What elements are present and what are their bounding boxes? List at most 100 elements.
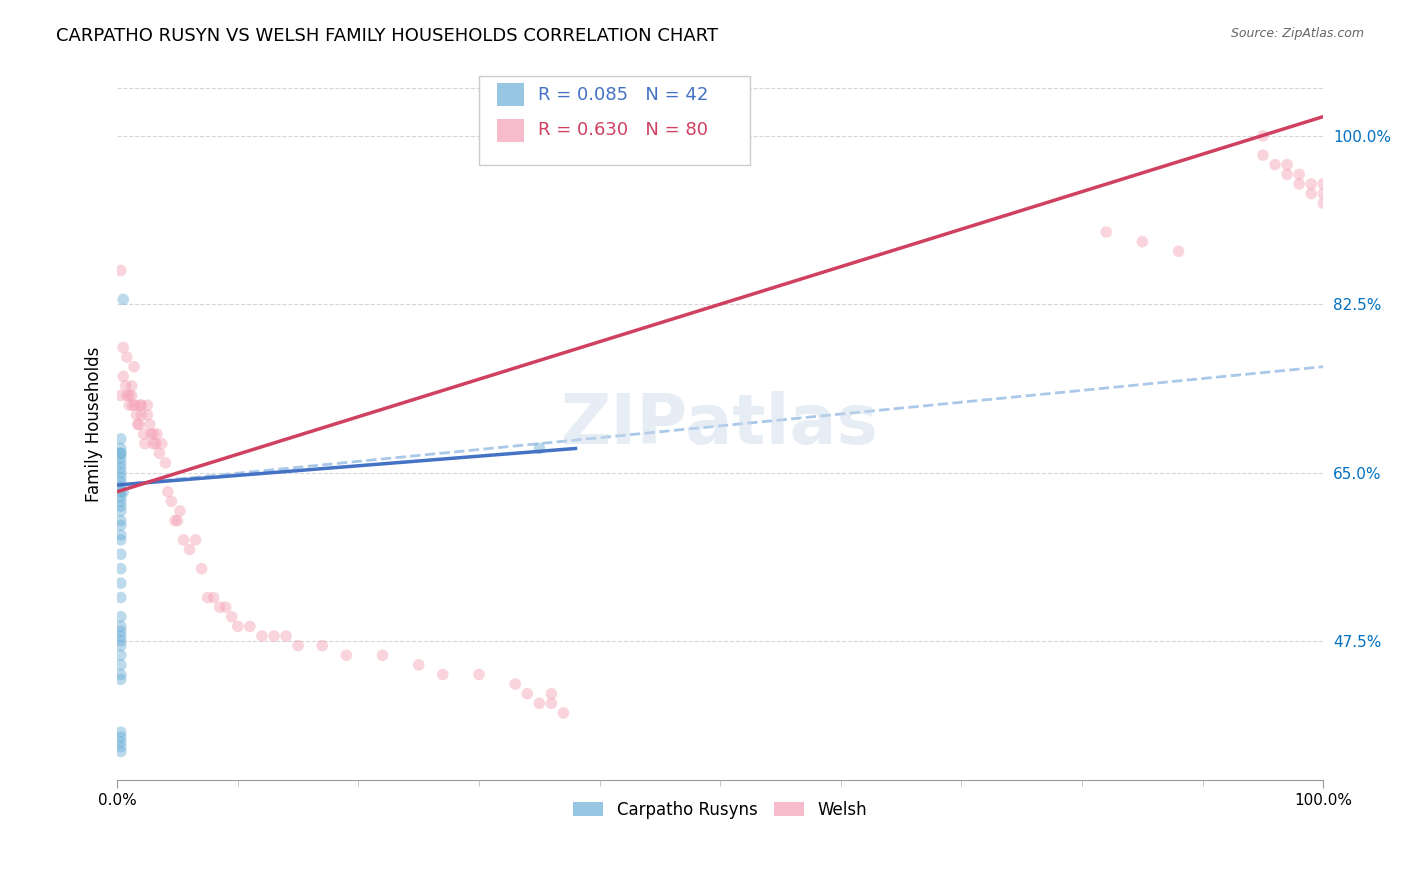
Point: [529, 697, 551, 711]
Point: [110, 475, 132, 489]
Point: [311, 639, 333, 653]
Text: ZIPatlas: ZIPatlas: [561, 391, 879, 458]
Point: [112, 369, 135, 384]
Point: [110, 528, 132, 542]
Point: [274, 629, 297, 643]
Point: [160, 494, 183, 508]
Point: [128, 417, 150, 432]
Point: [110, 514, 132, 528]
Point: [287, 639, 309, 653]
Point: [516, 687, 538, 701]
Text: Source: ZipAtlas.com: Source: ZipAtlas.com: [1230, 27, 1364, 40]
Point: [1312, 196, 1334, 211]
Point: [432, 667, 454, 681]
Point: [148, 446, 170, 460]
Y-axis label: Family Households: Family Households: [86, 347, 103, 502]
Point: [250, 629, 273, 643]
Point: [221, 609, 243, 624]
Point: [408, 657, 430, 672]
Point: [190, 562, 212, 576]
Text: R = 0.085   N = 42: R = 0.085 N = 42: [538, 86, 709, 103]
Point: [263, 629, 285, 643]
Point: [110, 388, 132, 402]
Point: [110, 633, 132, 648]
Point: [110, 562, 132, 576]
Point: [150, 436, 173, 450]
Point: [1275, 167, 1298, 181]
Point: [110, 490, 132, 504]
Point: [131, 398, 153, 412]
Point: [110, 648, 132, 663]
Point: [136, 398, 159, 412]
Point: [1312, 186, 1334, 201]
Point: [335, 648, 357, 663]
Legend: Carpatho Rusyns, Welsh: Carpatho Rusyns, Welsh: [567, 794, 873, 825]
Point: [1288, 167, 1310, 181]
Point: [146, 427, 169, 442]
Point: [145, 436, 167, 450]
Text: CARPATHO RUSYN VS WELSH FAMILY HOUSEHOLDS CORRELATION CHART: CARPATHO RUSYN VS WELSH FAMILY HOUSEHOLD…: [56, 27, 718, 45]
Point: [110, 591, 132, 605]
Point: [155, 456, 177, 470]
Point: [110, 518, 132, 533]
Point: [110, 673, 132, 687]
Point: [110, 451, 132, 466]
Point: [110, 446, 132, 460]
Point: [121, 388, 143, 402]
Point: [110, 442, 132, 456]
Point: [1095, 225, 1118, 239]
Point: [197, 591, 219, 605]
Point: [540, 687, 562, 701]
Point: [110, 619, 132, 633]
Point: [142, 436, 165, 450]
Point: [215, 600, 238, 615]
Point: [127, 417, 149, 432]
Point: [110, 480, 132, 494]
Point: [239, 619, 262, 633]
Point: [134, 436, 156, 450]
Text: R = 0.630   N = 80: R = 0.630 N = 80: [538, 121, 709, 139]
Point: [131, 408, 153, 422]
Point: [110, 470, 132, 484]
Point: [110, 576, 132, 591]
Point: [110, 263, 132, 277]
Point: [110, 504, 132, 518]
Point: [118, 398, 141, 412]
Point: [202, 591, 225, 605]
Point: [1264, 158, 1286, 172]
Point: [132, 427, 155, 442]
Point: [110, 499, 132, 513]
Point: [110, 639, 132, 653]
Point: [173, 533, 195, 547]
Point: [179, 542, 201, 557]
Point: [110, 657, 132, 672]
FancyBboxPatch shape: [479, 76, 751, 165]
Point: [125, 408, 148, 422]
Point: [118, 388, 141, 402]
Point: [165, 514, 187, 528]
Point: [110, 744, 132, 758]
Point: [110, 446, 132, 460]
Point: [110, 624, 132, 639]
Point: [142, 427, 165, 442]
Point: [110, 494, 132, 508]
Point: [139, 417, 162, 432]
Point: [1301, 177, 1323, 191]
Point: [1301, 186, 1323, 201]
Point: [112, 293, 135, 307]
Point: [110, 547, 132, 561]
Bar: [498, 84, 523, 106]
Point: [156, 484, 179, 499]
Point: [110, 466, 132, 480]
Point: [136, 408, 159, 422]
Point: [122, 359, 145, 374]
Point: [1251, 128, 1274, 143]
Point: [112, 341, 135, 355]
Point: [139, 427, 162, 442]
Point: [121, 379, 143, 393]
Point: [112, 484, 135, 499]
Point: [208, 600, 231, 615]
Point: [1130, 235, 1153, 249]
Point: [1251, 148, 1274, 162]
Point: [371, 648, 394, 663]
